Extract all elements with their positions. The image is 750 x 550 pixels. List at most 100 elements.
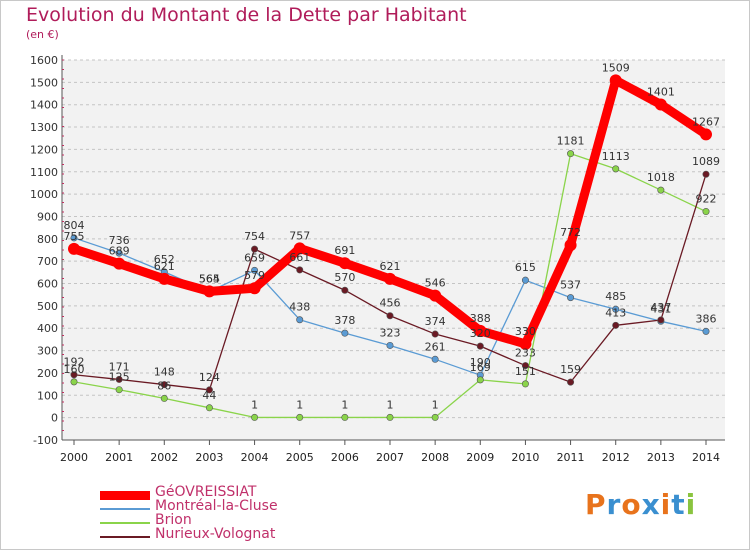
data-label: 1018 xyxy=(647,171,675,184)
data-label: 320 xyxy=(470,327,491,340)
data-label: 1 xyxy=(387,398,394,411)
y-tick-label: 800 xyxy=(37,233,58,246)
x-tick-label: 2000 xyxy=(60,451,88,464)
data-point xyxy=(115,375,123,383)
data-point xyxy=(386,341,394,349)
data-label: 689 xyxy=(109,245,130,258)
data-point xyxy=(612,165,620,173)
x-tick-label: 2010 xyxy=(511,451,539,464)
data-point xyxy=(702,327,710,335)
data-point xyxy=(564,239,577,252)
data-label: 736 xyxy=(109,234,130,247)
x-tick-label: 2014 xyxy=(692,451,720,464)
data-label: 160 xyxy=(64,363,85,376)
data-point xyxy=(160,381,168,389)
data-label: 570 xyxy=(334,271,355,284)
data-label: 148 xyxy=(154,366,175,379)
data-point xyxy=(431,355,439,363)
data-point xyxy=(70,378,78,386)
data-point xyxy=(702,208,710,216)
legend-label: Brion xyxy=(155,512,192,528)
proxiti-logo: Proxiti xyxy=(585,488,696,521)
x-tick-label: 2004 xyxy=(241,451,269,464)
data-point xyxy=(296,266,304,274)
data-point xyxy=(700,128,712,141)
data-label: 652 xyxy=(154,253,175,266)
data-label: 125 xyxy=(109,371,130,384)
data-label: 438 xyxy=(289,301,310,314)
chart-title: Evolution du Montant de la Dette par Hab… xyxy=(26,4,467,26)
data-point xyxy=(654,98,667,111)
data-label: 615 xyxy=(515,261,536,274)
data-label: 1 xyxy=(251,398,258,411)
data-point xyxy=(296,413,304,421)
data-label: 124 xyxy=(199,371,220,384)
data-label: 565 xyxy=(199,272,220,285)
y-tick-label: 1100 xyxy=(30,166,58,179)
data-label: 437 xyxy=(650,301,671,314)
data-label: 772 xyxy=(560,226,581,239)
legend-swatch xyxy=(100,536,150,538)
data-label: 386 xyxy=(696,312,717,325)
x-tick-label: 2005 xyxy=(286,451,314,464)
data-label: 1267 xyxy=(692,115,720,128)
data-label: 1 xyxy=(296,398,303,411)
legend-swatch xyxy=(100,522,150,524)
x-tick-label: 2011 xyxy=(557,451,585,464)
data-point xyxy=(431,413,439,421)
data-point xyxy=(115,386,123,394)
data-label: 1 xyxy=(341,398,348,411)
data-point xyxy=(474,324,487,337)
data-label: 485 xyxy=(605,290,626,303)
data-label: 922 xyxy=(696,193,717,206)
data-label: 1181 xyxy=(557,135,585,148)
data-point xyxy=(341,329,349,337)
data-point xyxy=(429,289,442,302)
data-point xyxy=(612,305,620,313)
data-label: 159 xyxy=(560,363,581,376)
data-label: 151 xyxy=(515,365,536,378)
y-tick-label: 1500 xyxy=(30,76,58,89)
data-point xyxy=(115,249,123,257)
data-label: 804 xyxy=(64,219,85,232)
data-label: 378 xyxy=(334,314,355,327)
data-label: 169 xyxy=(470,361,491,374)
data-label: 431 xyxy=(650,302,671,315)
data-label: 233 xyxy=(515,347,536,360)
y-tick-label: 1000 xyxy=(30,188,58,201)
y-tick-label: 1200 xyxy=(30,143,58,156)
chart-subtitle: (en €) xyxy=(26,28,59,41)
data-point xyxy=(521,380,529,388)
y-tick-label: 100 xyxy=(37,389,58,402)
legend-label: Nurieux-Volognat xyxy=(155,526,276,542)
x-tick-label: 2003 xyxy=(195,451,223,464)
y-tick-label: 0 xyxy=(51,412,58,425)
logo-letter: i xyxy=(660,488,672,521)
data-label: 330 xyxy=(515,325,536,338)
x-tick-label: 2007 xyxy=(376,451,404,464)
y-tick-label: -100 xyxy=(33,434,58,447)
data-point xyxy=(338,257,351,270)
logo-letter: x xyxy=(641,488,661,521)
data-label: 1089 xyxy=(692,155,720,168)
x-tick-label: 2006 xyxy=(331,451,359,464)
data-point xyxy=(386,312,394,320)
data-label: 579 xyxy=(244,269,265,282)
data-label: 388 xyxy=(470,312,491,325)
data-label: 659 xyxy=(244,251,265,264)
data-label: 190 xyxy=(470,356,491,369)
data-point xyxy=(609,74,622,87)
data-label: 323 xyxy=(380,326,401,339)
data-point xyxy=(203,285,216,298)
data-point xyxy=(113,257,126,270)
data-label: 564 xyxy=(199,273,220,286)
data-point xyxy=(521,276,529,284)
data-label: 86 xyxy=(157,379,171,392)
data-point xyxy=(386,413,394,421)
data-label: 1113 xyxy=(602,150,630,163)
data-point xyxy=(612,321,620,329)
data-label: 44 xyxy=(202,389,216,402)
data-label: 261 xyxy=(425,340,446,353)
y-tick-label: 1600 xyxy=(30,54,58,67)
